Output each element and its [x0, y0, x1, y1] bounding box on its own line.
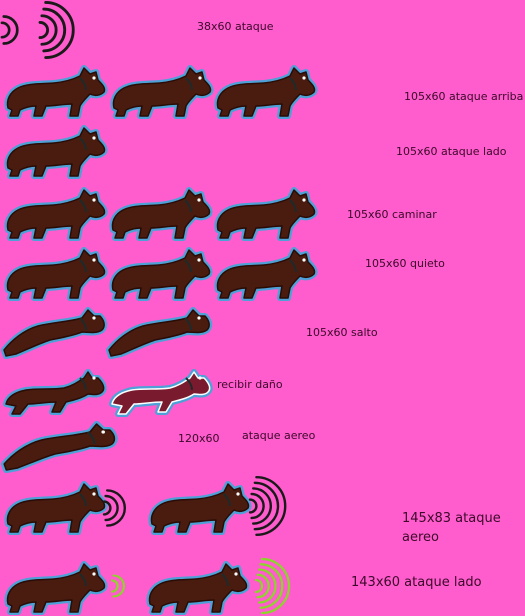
wolf-sprite-icon: [109, 187, 213, 241]
label-attack-up: 105x60 ataque arriba: [404, 90, 524, 103]
label-big-air-attack: 145x83 ataque aereo: [402, 511, 501, 545]
wolf-sprite-icon: [148, 481, 252, 535]
wolf-sprite-icon: [214, 65, 318, 119]
wolf-sprite-icon: [4, 561, 108, 615]
green-wave-icon: [110, 574, 125, 598]
label-walk: 105x60 caminar: [347, 208, 437, 221]
wolf-sprite-icon: [4, 187, 108, 241]
label-hurt: recibir daño: [217, 378, 283, 391]
wolf-sprite-icon: [214, 247, 318, 301]
sound-wave-icon: [0, 15, 19, 45]
wolf-sprite-icon: [0, 421, 118, 473]
label-jump: 105x60 salto: [306, 326, 378, 339]
label-idle: 105x60 quieto: [365, 257, 445, 270]
sound-wave-icon: [248, 475, 287, 537]
wolf-sprite-icon: [4, 481, 108, 535]
wolf-sprite-icon: [146, 561, 250, 615]
green-wave-icon: [254, 557, 291, 615]
wolf-sprite-icon: [4, 247, 108, 301]
label-air-size: 120x60: [178, 432, 220, 445]
label-sound-sprite: 38x60 ataque: [197, 20, 274, 33]
wolf-sprite-icon: [1, 307, 108, 359]
wolf-sprite-icon: [4, 65, 108, 119]
wolf-sprite-icon: [109, 247, 213, 301]
wolf-hurt-sprite-icon: [109, 369, 213, 417]
wolf-sprite-icon: [3, 369, 107, 417]
label-big-side-attack: 143x60 ataque lado: [351, 575, 482, 590]
label-attack-side: 105x60 ataque lado: [396, 145, 507, 158]
wolf-sprite-icon: [214, 187, 318, 241]
wolf-sprite-icon: [106, 307, 213, 359]
label-air-attack: ataque aereo: [242, 429, 316, 442]
wolf-sprite-icon: [110, 65, 214, 119]
sound-wave-icon: [38, 1, 75, 59]
sound-wave-icon: [102, 489, 126, 527]
wolf-sprite-icon: [4, 125, 108, 179]
